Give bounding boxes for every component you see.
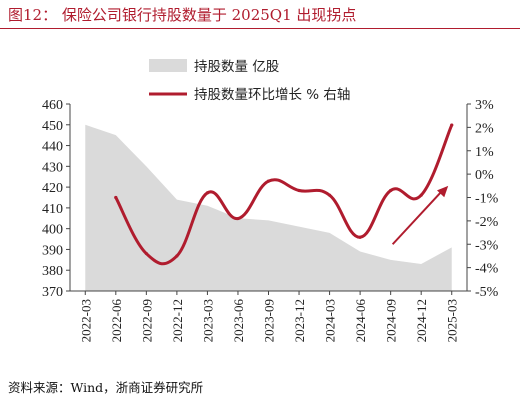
x-tick-label: 2024-06 [353,299,368,343]
y-left-tick-label: 410 [42,202,63,217]
area-series-holdings [85,124,452,292]
line-point [266,179,271,183]
x-tick-label: 2022-09 [139,299,154,342]
line-point [297,188,301,193]
line-point [419,193,423,197]
line-point [327,193,332,197]
x-tick-label: 2024-12 [414,299,429,342]
y-left-tick-label: 440 [42,140,63,155]
x-tick-label: 2022-12 [170,299,185,342]
y-right-tick-label: 0% [475,168,494,183]
legend-swatch-area [149,59,187,72]
line-point [389,188,393,193]
line-point [144,252,148,256]
line-series-qoq-growth [114,123,454,266]
y-left-tick-label: 380 [42,264,63,279]
annotation-arrow-shaft [391,190,443,245]
y-left-tick-label: 420 [42,181,63,196]
y-right-tick-label: 3% [475,98,494,113]
x-tick-label: 2025-03 [445,299,460,342]
x-tick-label: 2023-06 [231,299,246,343]
title-rule [0,28,520,29]
y-right-tick-label: -2% [475,215,499,230]
y-left-tick-label: 400 [42,223,63,238]
y-left-tick-label: 460 [42,98,63,113]
line-point [205,191,210,195]
x-tick-label: 2023-12 [292,299,307,342]
line-point [236,216,240,221]
legend-label-line: 持股数量环比增长 % 右轴 [194,87,350,103]
line-point [450,123,454,127]
x-tick-label: 2022-03 [78,299,93,342]
y-right-tick-label: -1% [475,192,499,207]
y-right-tick-label: -4% [475,262,499,277]
chart-title: 图12： 保险公司银行持股数量于 2025Q1 出现拐点 [8,6,357,24]
line-point [114,195,118,200]
x-tick-label: 2024-03 [323,299,338,342]
source-note: 资料来源：Wind，浙商证券研究所 [8,380,204,395]
y-left-tick-label: 370 [42,285,63,300]
y-right-tick-label: -5% [475,285,499,300]
y-left-tick-label: 430 [42,160,63,175]
y-left-tick-label: 390 [42,243,63,258]
y-right-tick-label: -3% [475,238,499,253]
x-tick-label: 2023-09 [262,299,277,342]
y-left-tick-label: 450 [42,119,63,134]
annotation-arrow-head [436,185,449,198]
x-tick-label: 2024-09 [384,299,399,342]
y-right-tick-label: 2% [475,121,494,136]
x-tick-label: 2023-03 [200,299,215,342]
legend-label-area: 持股数量 亿股 [194,59,280,75]
line-point [175,254,179,258]
line-point [358,235,362,239]
y-right-tick-label: 1% [475,145,494,160]
x-tick-label: 2022-06 [109,299,124,343]
